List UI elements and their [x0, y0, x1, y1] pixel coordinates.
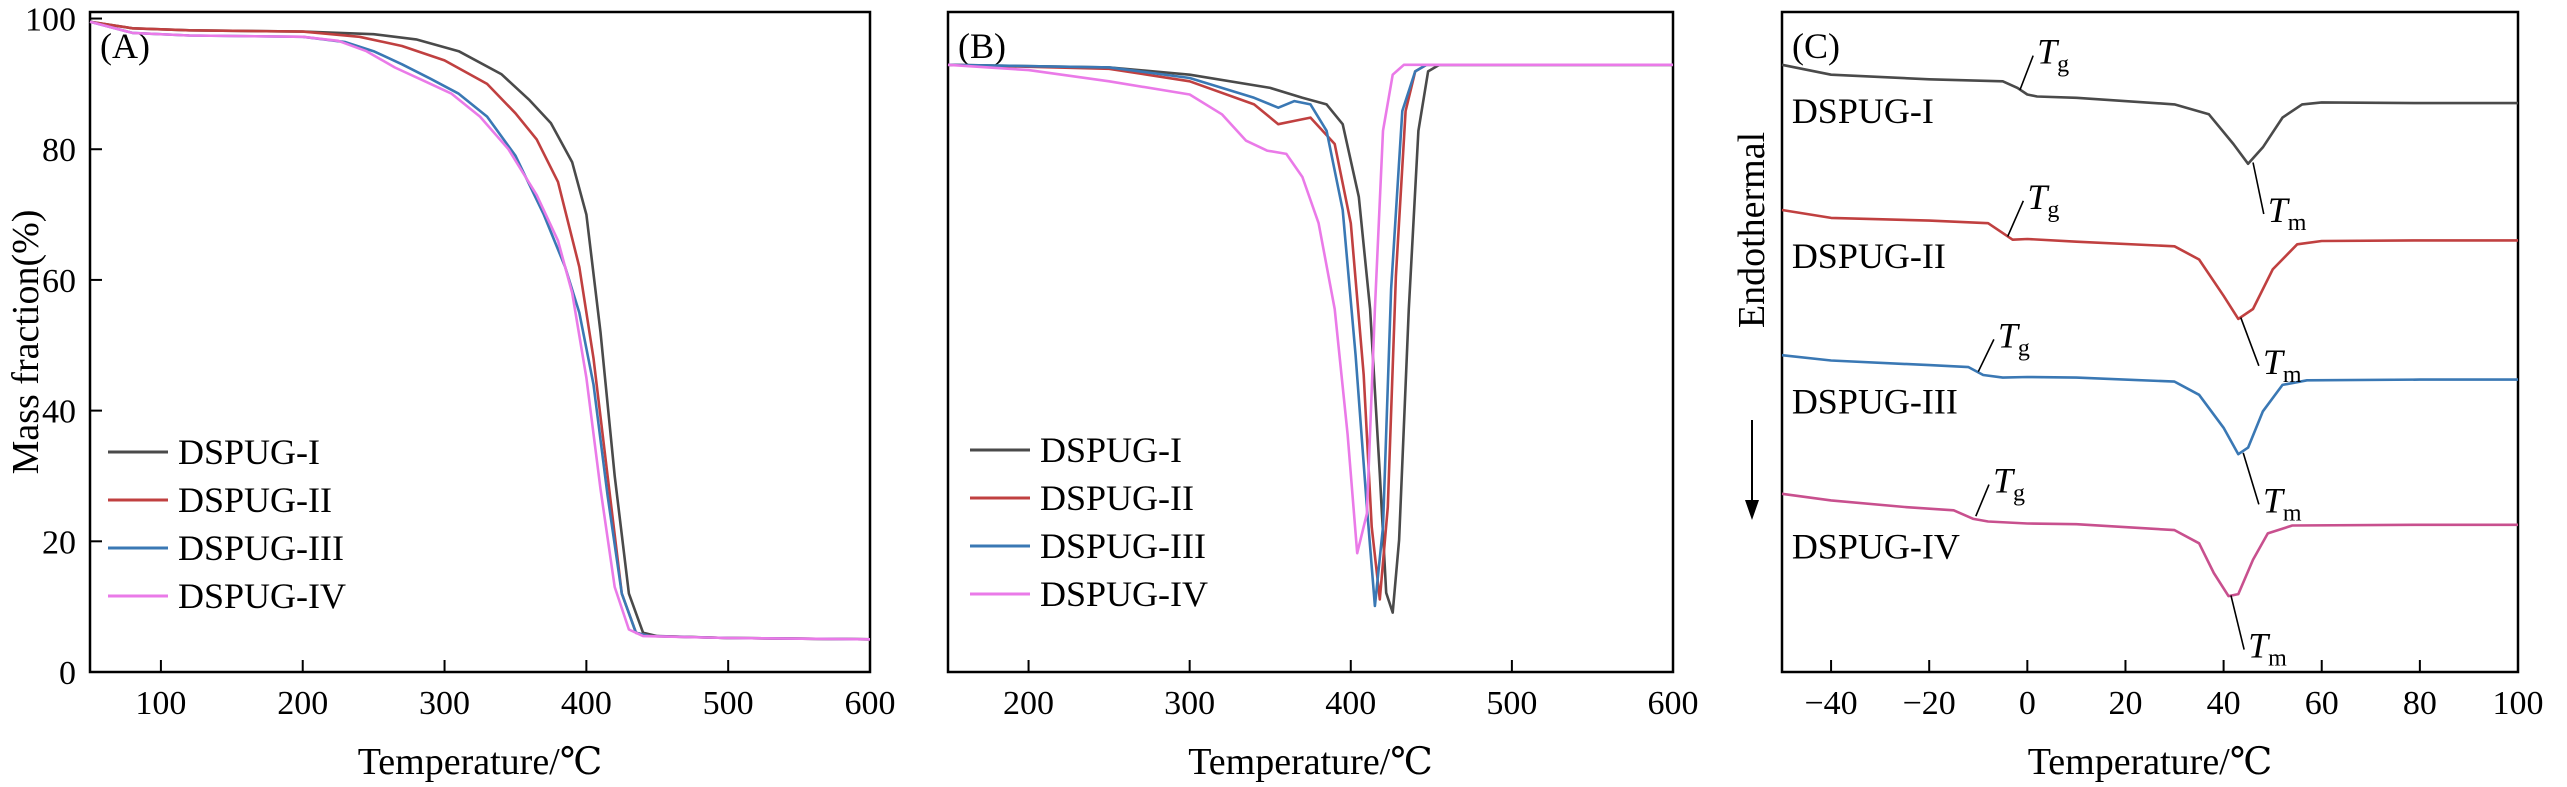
plot-frame — [88, 10, 872, 674]
x-tick-label: −20 — [1903, 685, 1956, 722]
panel-B: 200 300 400 500 600 Temperature/℃ (B) DSPUG-I DS… — [946, 10, 1699, 783]
panel-label: (C) — [1792, 26, 1840, 66]
tm-annotation-leader — [2252, 162, 2265, 215]
legend-entry: DSPUG-I — [1040, 430, 1182, 470]
series-line-dspug-iv — [1781, 492, 2518, 598]
tm-annotation-leader — [2230, 595, 2245, 650]
x-tick-label: 100 — [135, 685, 186, 722]
y-tick-label: 60 — [42, 263, 76, 300]
tg-annotation-leader — [2019, 55, 2034, 91]
series-label: DSPUG-IV — [1792, 527, 1960, 567]
panel-label: (B) — [958, 26, 1006, 66]
x-tick-label: 400 — [561, 685, 612, 722]
x-tick-label: 500 — [703, 685, 754, 722]
series-label: DSPUG-II — [1792, 236, 1946, 276]
x-tick-label: −40 — [1804, 685, 1857, 722]
y-axis-label: Endothermal — [1731, 132, 1773, 328]
x-tick-label: 40 — [2207, 685, 2241, 722]
series-line-dspug-i — [947, 63, 1673, 614]
series-line-dspug-iv — [89, 20, 871, 641]
series-line-dspug-iii — [1781, 353, 2518, 456]
x-tick-label: 60 — [2305, 685, 2339, 722]
series-line-dspug-ii — [947, 63, 1673, 601]
legend-entry: DSPUG-II — [178, 480, 332, 520]
y-tick-label: 100 — [25, 2, 76, 39]
y-tick-label: 0 — [59, 655, 76, 692]
series-line-dspug-iv — [947, 63, 1673, 555]
x-tick-label: 600 — [1648, 685, 1699, 722]
y-tick-label: 40 — [42, 394, 76, 431]
x-tick-label: 20 — [2108, 685, 2142, 722]
x-tick-label: 600 — [845, 685, 896, 722]
legend-entry: DSPUG-IV — [1040, 574, 1208, 614]
tg-annotation: Tg — [1998, 315, 2030, 361]
tm-annotation: Tm — [2263, 480, 2302, 526]
x-tick-label: 200 — [1003, 685, 1054, 722]
panel-A: 100 200 300 400 500 600 0 20 40 60 80 100 Temperatur… — [5, 2, 896, 783]
x-axis-label: Temperature/℃ — [1188, 741, 1433, 783]
x-axis-label: Temperature/℃ — [358, 741, 603, 783]
endothermal-arrow-icon — [1745, 500, 1759, 520]
series-line-dspug-ii — [1781, 208, 2518, 321]
series-line-dspug-i — [1781, 63, 2518, 166]
x-tick-label: 0 — [2019, 685, 2036, 722]
tm-annotation: Tm — [2248, 626, 2287, 672]
tm-annotation: Tm — [2268, 190, 2307, 236]
tg-annotation-leader — [1975, 484, 1990, 517]
tg-annotation-leader — [1977, 339, 1995, 373]
tm-annotation-leader — [2240, 317, 2260, 367]
series-line-dspug-iii — [947, 63, 1673, 608]
tg-annotation-leader — [2006, 200, 2025, 237]
plot-frame — [1780, 10, 2520, 674]
x-tick-label: 300 — [1164, 685, 1215, 722]
tg-annotation: Tg — [1993, 461, 2025, 507]
legend-entry: DSPUG-III — [1040, 526, 1206, 566]
x-tick-label: 200 — [277, 685, 328, 722]
legend-entry: DSPUG-IV — [178, 576, 346, 616]
y-axis-label: Mass fraction(%) — [5, 210, 47, 475]
legend-entry: DSPUG-II — [1040, 478, 1194, 518]
x-axis-label: Temperature/℃ — [2028, 741, 2273, 783]
x-tick-label: 500 — [1486, 685, 1537, 722]
x-tick-label: 300 — [419, 685, 470, 722]
series-label: DSPUG-I — [1792, 91, 1934, 131]
y-tick-label: 20 — [42, 524, 76, 561]
x-tick-label: 100 — [2493, 685, 2544, 722]
y-tick-label: 80 — [42, 132, 76, 169]
legend-entry: DSPUG-I — [178, 432, 320, 472]
series-label: DSPUG-III — [1792, 381, 1958, 421]
x-tick-label: 80 — [2403, 685, 2437, 722]
legend-entry: DSPUG-III — [178, 528, 344, 568]
panel-C: −40 −20 0 20 40 60 80 100 Temperature/℃ Endotherm… — [1731, 10, 2544, 783]
x-tick-label: 400 — [1325, 685, 1376, 722]
tg-annotation: Tg — [2037, 32, 2069, 78]
tm-annotation-leader — [2242, 452, 2260, 505]
plot-frame — [946, 10, 1675, 674]
tm-annotation: Tm — [2263, 342, 2302, 388]
tg-annotation: Tg — [2027, 177, 2059, 223]
